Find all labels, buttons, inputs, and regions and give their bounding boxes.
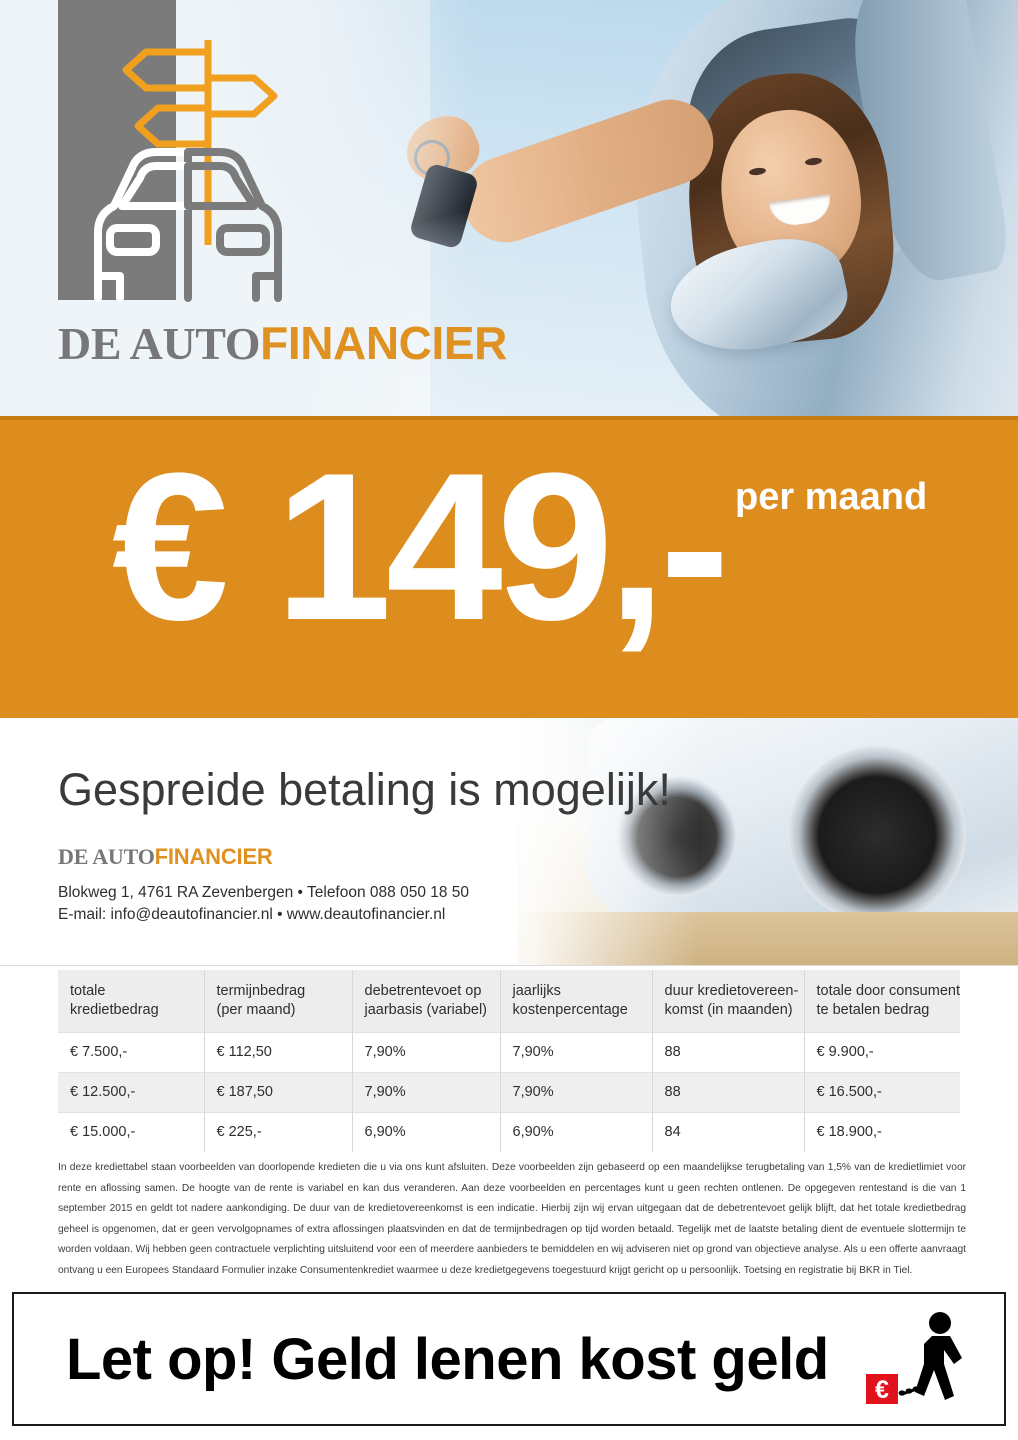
- table-row: € 7.500,- € 112,50 7,90% 7,90% 88 € 9.90…: [58, 1032, 960, 1073]
- cell-kredietbedrag: € 15.000,-: [70, 1124, 136, 1140]
- credit-table: totale kredietbedrag termijnbedrag (per ma…: [58, 970, 960, 1152]
- brand-small-part2: FINANCIER: [154, 844, 273, 869]
- col-header-duur-kredietovereenkomst: duur kredietovereen-komst (in maanden): [651, 970, 804, 1033]
- warning-text: Let op! Geld lenen kost geld: [66, 1326, 829, 1392]
- cell-debetrentevoet: 7,90%: [351, 1032, 500, 1073]
- cell-debetrentevoet: 6,90%: [351, 1112, 500, 1152]
- cell-debetrentevoet: 7,90%: [351, 1072, 500, 1113]
- table-row: € 12.500,- € 187,50 7,90% 7,90% 88 € 16.…: [58, 1072, 960, 1113]
- contact-details: Blokweg 1, 4761 RA Zevenbergen • Telefoo…: [58, 882, 469, 926]
- price-banner: € 149,- per maand: [0, 416, 1018, 718]
- cell-kredietbedrag: € 12.500,-: [70, 1084, 136, 1100]
- section-divider: [0, 965, 1018, 966]
- cell-duur: 88: [651, 1032, 804, 1073]
- brand-logotype: DE AUTOFINANCIER: [58, 316, 507, 370]
- brand-small-part1: DE AUTO: [58, 844, 155, 869]
- cell-kredietbedrag: € 7.500,-: [70, 1044, 128, 1060]
- contact-address-line: Blokweg 1, 4761 RA Zevenbergen • Telefoo…: [58, 884, 470, 901]
- headline-text: Gespreide betaling is mogelijk!: [58, 764, 671, 815]
- price-period-label: per maand: [735, 476, 928, 518]
- credit-table-head: totale kredietbedrag termijnbedrag (per ma…: [58, 970, 960, 1033]
- euro-symbol: €: [875, 1376, 889, 1404]
- col-header-totale-te-betalen-bedrag: totale door consument te betalen bedrag: [803, 970, 960, 1033]
- col-header-termijnbedrag: termijnbedrag (per maand): [203, 970, 352, 1033]
- cell-termijnbedrag: € 112,50: [203, 1032, 352, 1073]
- cell-termijnbedrag: € 225,-: [203, 1112, 352, 1152]
- cell-kostenpercentage: 7,90%: [499, 1032, 652, 1073]
- cell-duur: 84: [651, 1112, 804, 1152]
- cell-duur: 88: [651, 1072, 804, 1113]
- cell-kostenpercentage: 6,90%: [499, 1112, 652, 1152]
- hero-photo-section: DE AUTOFINANCIER: [0, 0, 1018, 418]
- price-amount: € 149,-: [112, 429, 730, 664]
- cell-totaal-betalen: € 16.500,-: [803, 1072, 960, 1113]
- cell-totaal-betalen: € 9.900,-: [803, 1032, 960, 1073]
- credit-table-body: € 7.500,- € 112,50 7,90% 7,90% 88 € 9.90…: [58, 1032, 960, 1152]
- brand-logotype-small: DE AUTOFINANCIER: [58, 844, 273, 870]
- afm-warning-banner: Let op! Geld lenen kost geld €: [12, 1292, 1006, 1426]
- car-signpost-logo-icon: [94, 40, 282, 302]
- disclaimer-text: In deze krediettabel staan voorbeelden v…: [58, 1162, 966, 1276]
- contact-email-line: E-mail: info@deautofinancier.nl • www.de…: [58, 906, 446, 923]
- car-wheel-rear: [788, 746, 966, 924]
- col-header-debetrentevoet: debetrentevoet op jaarbasis (variabel): [351, 970, 500, 1033]
- col-header-jaarlijks-kostenpercentage: jaarlijks kostenpercentage: [499, 970, 652, 1033]
- brand-part1: DE AUTO: [58, 318, 261, 369]
- cell-termijnbedrag: € 187,50: [203, 1072, 352, 1113]
- mid-section: Gespreide betaling is mogelijk! DE AUTOF…: [0, 718, 1018, 966]
- mid-white-fade: [0, 718, 700, 966]
- credit-table-section: totale kredietbedrag termijnbedrag (per ma…: [0, 970, 1018, 1152]
- table-header-row: totale kredietbedrag termijnbedrag (per ma…: [58, 970, 960, 1033]
- cell-totaal-betalen: € 18.900,-: [803, 1112, 960, 1152]
- table-row: € 15.000,- € 225,- 6,90% 6,90% 84 € 18.9…: [58, 1112, 960, 1152]
- brand-part2: FINANCIER: [260, 317, 507, 369]
- afm-euro-ball-and-chain-icon: €: [866, 1312, 962, 1404]
- cell-kostenpercentage: 7,90%: [499, 1072, 652, 1113]
- col-header-totale-kredietbedrag: totale kredietbedrag: [58, 970, 204, 1033]
